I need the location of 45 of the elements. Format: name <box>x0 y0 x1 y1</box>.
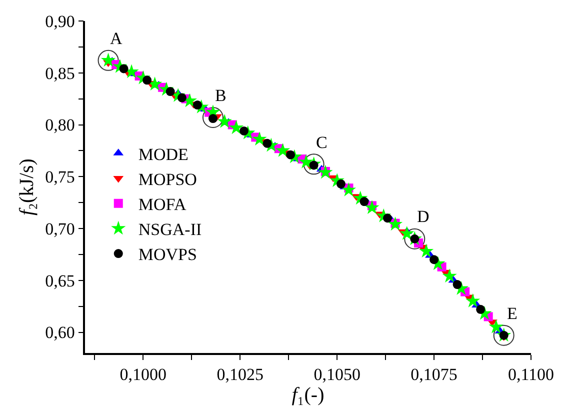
x-tick-label: 0,1075 <box>410 365 458 384</box>
point <box>275 142 290 157</box>
annotation: D <box>417 207 430 226</box>
y-tick-label: 0,60 <box>45 323 75 342</box>
y-tick-label: 0,90 <box>45 12 75 31</box>
annotation: A <box>110 29 123 48</box>
point <box>418 244 434 258</box>
point <box>262 138 272 148</box>
legend-label: MOPSO <box>138 170 197 189</box>
point <box>240 126 249 136</box>
x-tick-label: 0,1100 <box>508 365 554 384</box>
point <box>466 293 480 308</box>
point <box>442 268 457 282</box>
annotation: C <box>316 133 328 152</box>
y-tick-label: 0,65 <box>45 271 75 290</box>
legend-label: NSGA-II <box>138 220 202 240</box>
y-tick-label: 0,85 <box>45 64 75 83</box>
x-tick-label: 0,1000 <box>120 365 167 384</box>
point <box>430 255 439 264</box>
y-tick-label: 0,70 <box>45 219 75 238</box>
x-tick-label: 0,1025 <box>216 365 264 384</box>
point <box>388 216 403 231</box>
point <box>452 280 462 290</box>
point <box>364 200 380 214</box>
point <box>400 226 414 240</box>
point <box>252 132 267 146</box>
annotation: E <box>507 304 518 323</box>
legend-label: MODE <box>138 144 188 164</box>
point <box>192 100 202 110</box>
point <box>298 154 314 168</box>
x-axis-title: f₁(-) <box>292 384 324 406</box>
point <box>341 182 356 196</box>
y-tick-label: 0,80 <box>45 116 75 135</box>
point <box>488 319 504 334</box>
y-tick-label: 0,75 <box>45 168 75 187</box>
y-axis-title: f₂(kJ/s) <box>16 158 38 216</box>
x-tick-label: 0,1050 <box>314 365 360 384</box>
point <box>318 164 333 179</box>
annotation: B <box>215 86 226 105</box>
point <box>217 114 232 128</box>
point <box>286 150 296 160</box>
point <box>476 304 486 314</box>
point <box>228 120 244 134</box>
legend-label: MOFA <box>138 194 187 214</box>
legend-label: MOVPS <box>138 245 197 264</box>
